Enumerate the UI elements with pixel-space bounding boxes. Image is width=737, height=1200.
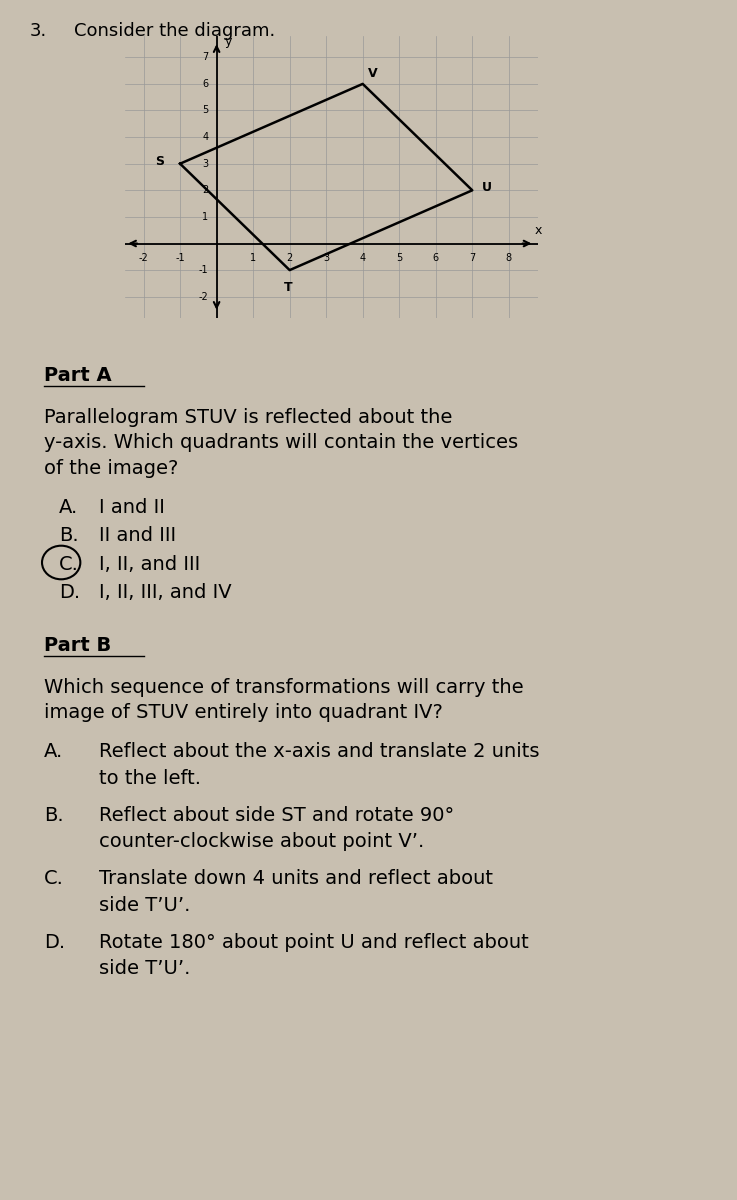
Text: 8: 8 — [506, 253, 512, 263]
Text: 7: 7 — [469, 253, 475, 263]
Text: I and II: I and II — [99, 498, 165, 517]
Text: Part A: Part A — [44, 366, 112, 385]
Text: C.: C. — [44, 869, 64, 888]
Text: D.: D. — [59, 583, 80, 602]
Text: Part B: Part B — [44, 636, 111, 655]
Text: Reflect about side ST and rotate 90°: Reflect about side ST and rotate 90° — [99, 805, 455, 824]
Text: Consider the diagram.: Consider the diagram. — [74, 22, 275, 40]
Text: D.: D. — [44, 932, 66, 952]
Text: Parallelogram STUV is reflected about the: Parallelogram STUV is reflected about th… — [44, 408, 453, 427]
Text: 4: 4 — [203, 132, 209, 142]
Text: II and III: II and III — [99, 527, 177, 545]
Text: 2: 2 — [287, 253, 293, 263]
Text: 3.: 3. — [29, 22, 46, 40]
Text: 6: 6 — [203, 79, 209, 89]
Text: 4: 4 — [360, 253, 366, 263]
Text: Reflect about the x-axis and translate 2 units: Reflect about the x-axis and translate 2… — [99, 743, 540, 761]
Text: A.: A. — [59, 498, 78, 517]
Text: -1: -1 — [175, 253, 185, 263]
Text: to the left.: to the left. — [99, 769, 201, 787]
Text: side T’U’.: side T’U’. — [99, 895, 191, 914]
Text: Which sequence of transformations will carry the: Which sequence of transformations will c… — [44, 678, 524, 697]
Text: Rotate 180° about point U and reflect about: Rotate 180° about point U and reflect ab… — [99, 932, 529, 952]
Text: x: x — [534, 224, 542, 236]
Text: U: U — [481, 181, 492, 194]
Text: I, II, III, and IV: I, II, III, and IV — [99, 583, 232, 602]
Text: y: y — [225, 35, 232, 48]
Text: C.: C. — [59, 554, 79, 574]
Text: counter-clockwise about point V’.: counter-clockwise about point V’. — [99, 832, 425, 851]
Text: A.: A. — [44, 743, 63, 761]
Text: T: T — [284, 281, 292, 294]
Text: image of STUV entirely into quadrant IV?: image of STUV entirely into quadrant IV? — [44, 703, 443, 722]
Text: -1: -1 — [199, 265, 209, 275]
Text: V: V — [368, 67, 378, 80]
Text: 3: 3 — [323, 253, 329, 263]
Text: 1: 1 — [250, 253, 256, 263]
Text: side T’U’.: side T’U’. — [99, 959, 191, 978]
Text: B.: B. — [44, 805, 64, 824]
Text: I, II, and III: I, II, and III — [99, 554, 200, 574]
Text: 5: 5 — [396, 253, 402, 263]
Text: 7: 7 — [203, 53, 209, 62]
Text: Translate down 4 units and reflect about: Translate down 4 units and reflect about — [99, 869, 494, 888]
Text: -2: -2 — [139, 253, 148, 263]
Text: of the image?: of the image? — [44, 458, 178, 478]
Text: -2: -2 — [199, 292, 209, 301]
Text: S: S — [155, 155, 164, 168]
Text: 5: 5 — [203, 106, 209, 115]
Text: 1: 1 — [203, 212, 209, 222]
Text: 3: 3 — [203, 158, 209, 169]
Text: B.: B. — [59, 527, 79, 545]
Text: y-axis. Which quadrants will contain the vertices: y-axis. Which quadrants will contain the… — [44, 433, 518, 452]
Text: 2: 2 — [203, 185, 209, 196]
Text: 6: 6 — [433, 253, 439, 263]
